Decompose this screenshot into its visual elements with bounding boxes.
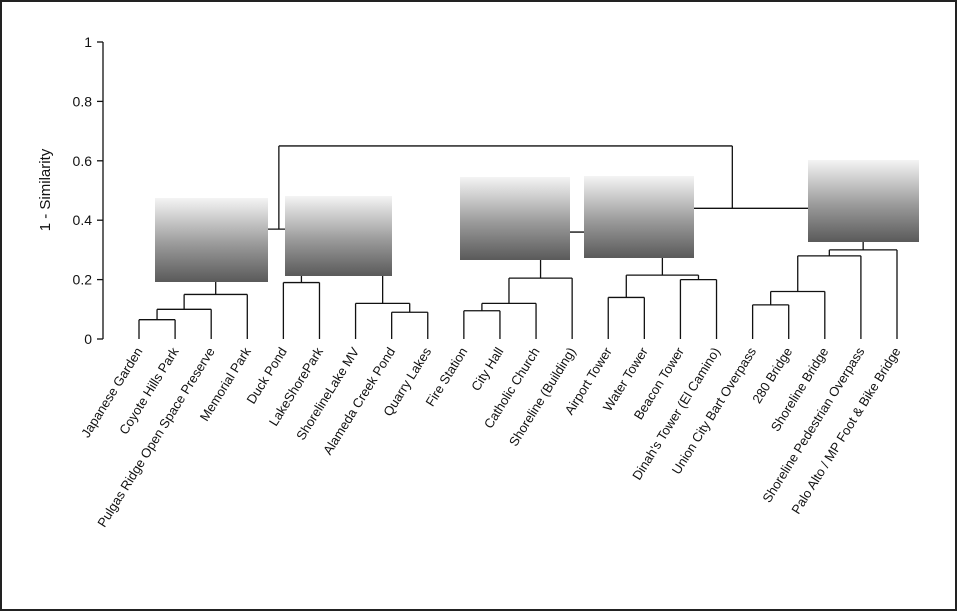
chart: 1 - Similarity 00.20.40.60.81Japanese Ga…	[0, 0, 957, 611]
y-tick-label: 0.6	[73, 153, 93, 169]
photo	[155, 198, 268, 282]
photo	[285, 196, 392, 276]
y-axis-label: 1 - Similarity	[37, 148, 54, 231]
photo	[584, 176, 694, 258]
y-tick-label: 0	[84, 331, 92, 347]
photo	[808, 160, 919, 242]
y-tick-label: 0.4	[73, 212, 93, 228]
y-tick-label: 1	[84, 34, 92, 50]
y-tick-label: 0.8	[73, 93, 93, 109]
photo	[460, 177, 570, 260]
frame	[1, 1, 956, 610]
y-tick-label: 0.2	[73, 272, 93, 288]
